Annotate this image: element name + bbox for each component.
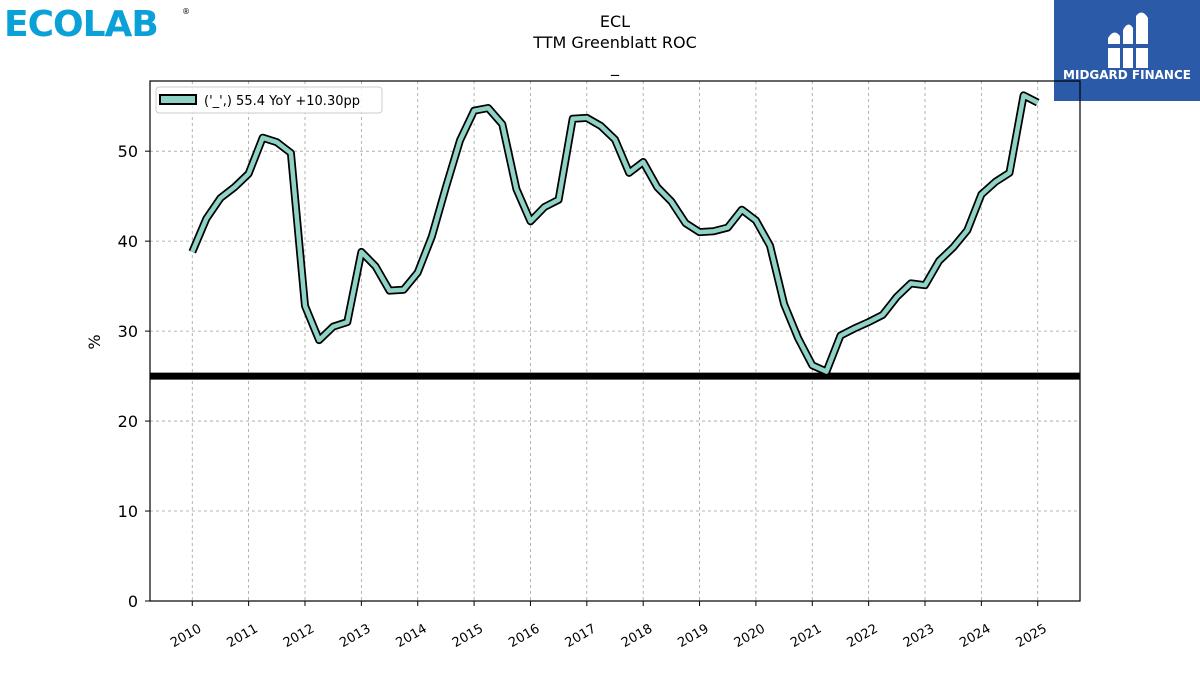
- x-tick-label: 2023: [901, 621, 937, 651]
- chart-title-line-1: ECL: [600, 12, 630, 31]
- grid-lines: [150, 81, 1080, 601]
- x-tick-label: 2021: [788, 621, 824, 651]
- midgard-logo-text: MIDGARD FINANCE: [1063, 68, 1191, 82]
- x-tick-label: 2015: [450, 621, 486, 651]
- x-axis: 2010 2011 2012 2013 2014 2015 2016 2017 2018 2019…: [168, 601, 1050, 651]
- chart-title-line-3: _: [610, 57, 620, 77]
- midgard-finance-logo: MIDGARD FINANCE: [1054, 0, 1200, 101]
- x-tick-label: 2013: [337, 621, 373, 651]
- x-tick-label: 2024: [957, 621, 993, 651]
- series-line: [190, 93, 1039, 374]
- y-tick-label: 0: [128, 592, 138, 611]
- y-tick-label: 10: [118, 502, 138, 521]
- registered-mark: ®: [182, 7, 190, 16]
- midgard-mark-icon: [1106, 12, 1150, 69]
- x-tick-label: 2025: [1014, 621, 1050, 651]
- x-tick-label: 2016: [506, 621, 542, 651]
- x-tick-label: 2019: [675, 621, 711, 651]
- legend-swatch: [159, 94, 197, 105]
- y-axis: 0 10 20 30 40 50: [118, 142, 150, 611]
- ecolab-logo-text: ECOLAB: [4, 4, 158, 42]
- ecolab-logo: ECOLAB ®: [4, 2, 194, 45]
- legend-label: ('_',) 55.4 YoY +10.30pp: [204, 94, 360, 109]
- y-axis-label: %: [85, 334, 104, 349]
- x-tick-label: 2017: [563, 621, 599, 651]
- legend-box: [155, 86, 383, 114]
- x-tick-label: 2010: [168, 621, 204, 651]
- x-tick-label: 2014: [394, 621, 430, 651]
- chart-title: ECL TTM Greenblatt ROC _: [532, 12, 697, 77]
- chart-title-line-2: TTM Greenblatt ROC: [532, 33, 697, 52]
- legend: ('_',) 55.4 YoY +10.30pp: [155, 86, 383, 114]
- plot-area-frame: [149, 80, 1081, 602]
- y-tick-label: 40: [118, 232, 138, 251]
- x-tick-label: 2020: [732, 621, 768, 651]
- y-tick-label: 50: [118, 142, 138, 161]
- x-tick-label: 2022: [844, 621, 880, 651]
- x-tick-label: 2012: [281, 621, 317, 651]
- y-tick-label: 30: [118, 322, 138, 341]
- x-tick-label: 2018: [619, 621, 655, 651]
- x-tick-label: 2011: [224, 621, 260, 651]
- series-layer: [188, 91, 1040, 376]
- y-tick-label: 20: [118, 412, 138, 431]
